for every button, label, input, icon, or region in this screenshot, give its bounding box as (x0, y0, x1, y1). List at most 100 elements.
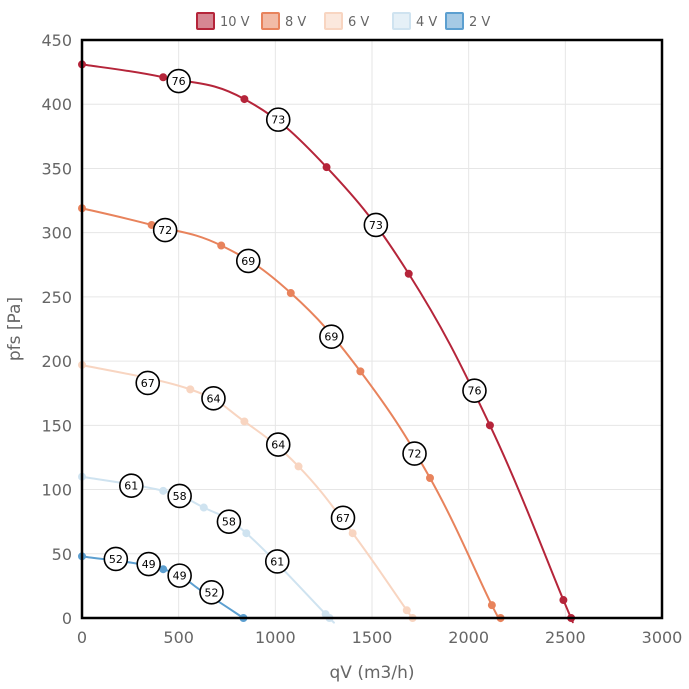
badge-circle (152, 217, 178, 243)
legend-item[interactable]: 4 V (392, 12, 437, 30)
badge-circle (119, 473, 144, 499)
data-point (199, 503, 208, 512)
data-point (294, 462, 303, 471)
data-point (159, 486, 168, 495)
badge-label: 72 (158, 224, 172, 237)
legend-item[interactable]: 6 V (324, 12, 369, 30)
y-tick-label: 0 (62, 609, 72, 628)
badge-label: 52 (109, 553, 123, 566)
badge-label: 61 (124, 480, 138, 493)
data-point (242, 529, 251, 538)
y-tick-label: 50 (52, 545, 72, 564)
badge-label: 67 (336, 512, 350, 525)
sound-level-badge: 69 (319, 324, 344, 350)
sound-level-badge: 69 (235, 248, 261, 274)
sound-level-badge: 49 (167, 563, 192, 588)
sound-level-badge: 49 (136, 551, 161, 577)
badge-label: 67 (141, 377, 155, 390)
badge-circle (265, 432, 291, 457)
tick-labels: 0 500 1000 1500 2000 2500 3000 0 50 100 150 200 250 3… (41, 31, 682, 647)
badge-label: 72 (408, 448, 422, 461)
legend-label: 2 V (469, 15, 490, 30)
badge-label: 73 (369, 219, 383, 232)
legend-swatch (196, 12, 215, 30)
x-tick-label: 1000 (255, 628, 296, 647)
legend-item[interactable]: 10 V (196, 12, 250, 30)
badge-circle (235, 248, 261, 274)
badge-circle (201, 386, 226, 411)
sound-level-badge: 72 (402, 441, 427, 466)
x-tick-label: 500 (163, 628, 194, 647)
data-point (487, 601, 496, 610)
data-point (348, 529, 357, 538)
y-tick-label: 450 (41, 31, 72, 50)
legend-item[interactable]: 8 V (261, 12, 306, 30)
x-tick-label: 3000 (642, 628, 683, 647)
y-tick-label: 250 (41, 288, 72, 307)
sound-level-badge: 58 (216, 509, 242, 534)
badge-circle (136, 551, 161, 577)
sound-level-badge: 67 (330, 505, 356, 531)
sound-level-badge: 58 (167, 483, 192, 509)
sound-level-badge: 73 (265, 107, 291, 132)
data-point (485, 421, 494, 430)
badge-layer: 76 73 73 76 72 69 69 72 67 64 64 67 61 58 58 61 52 49 49 52 (103, 68, 487, 605)
x-tick-label: 0 (77, 628, 87, 647)
plot-frame (80, 38, 664, 620)
badge-label: 64 (206, 392, 220, 405)
sound-level-badge: 72 (152, 217, 178, 243)
badge-circle (167, 483, 192, 509)
y-tick-label: 200 (41, 352, 72, 371)
badge-circle (319, 324, 344, 350)
legend-swatch (324, 12, 343, 30)
data-point (426, 473, 434, 482)
grid (81, 39, 663, 619)
data-point (402, 606, 411, 615)
data-point (159, 565, 168, 574)
legend-swatch (261, 12, 280, 30)
sound-level-badge: 61 (119, 473, 144, 499)
data-point (322, 163, 331, 172)
data-point (217, 241, 226, 250)
y-tick-label: 100 (41, 481, 72, 500)
data-point (356, 367, 365, 376)
badge-label: 69 (241, 255, 255, 268)
legend-item[interactable]: 2 V (445, 12, 490, 30)
sound-level-badge: 64 (265, 432, 291, 457)
badge-circle (103, 546, 129, 572)
badge-label: 64 (271, 439, 285, 452)
badge-circle (402, 441, 427, 466)
sound-level-badge: 76 (462, 378, 487, 403)
badge-label: 58 (222, 516, 236, 529)
y-tick-label: 350 (41, 159, 72, 178)
legend-swatch (445, 12, 464, 30)
badge-circle (216, 509, 242, 534)
sound-level-badge: 52 (103, 546, 129, 572)
y-axis-title: pfs [Pa] (5, 297, 25, 361)
sound-level-badge: 64 (201, 386, 226, 411)
badge-label: 49 (142, 558, 156, 571)
badge-circle (265, 107, 291, 132)
badge-label: 73 (271, 114, 285, 127)
x-tick-label: 2000 (448, 628, 489, 647)
badge-circle (135, 370, 161, 396)
y-tick-label: 400 (41, 95, 72, 114)
data-point (559, 596, 568, 605)
badge-label: 76 (467, 385, 481, 398)
x-tick-label: 1500 (352, 628, 393, 647)
badge-circle (167, 563, 192, 588)
badge-circle (264, 549, 290, 574)
badge-label: 52 (205, 586, 219, 599)
badge-circle (462, 378, 487, 403)
y-tick-label: 300 (41, 224, 72, 243)
data-point (159, 73, 168, 82)
legend-label: 8 V (285, 15, 306, 30)
badge-label: 61 (270, 555, 284, 568)
legend-swatch (392, 12, 411, 30)
data-point (286, 289, 295, 298)
legend: 10 V 8 V 6 V 4 V 2 V (196, 12, 490, 30)
data-point (240, 417, 249, 426)
badge-circle (330, 505, 356, 531)
data-point (240, 95, 249, 104)
